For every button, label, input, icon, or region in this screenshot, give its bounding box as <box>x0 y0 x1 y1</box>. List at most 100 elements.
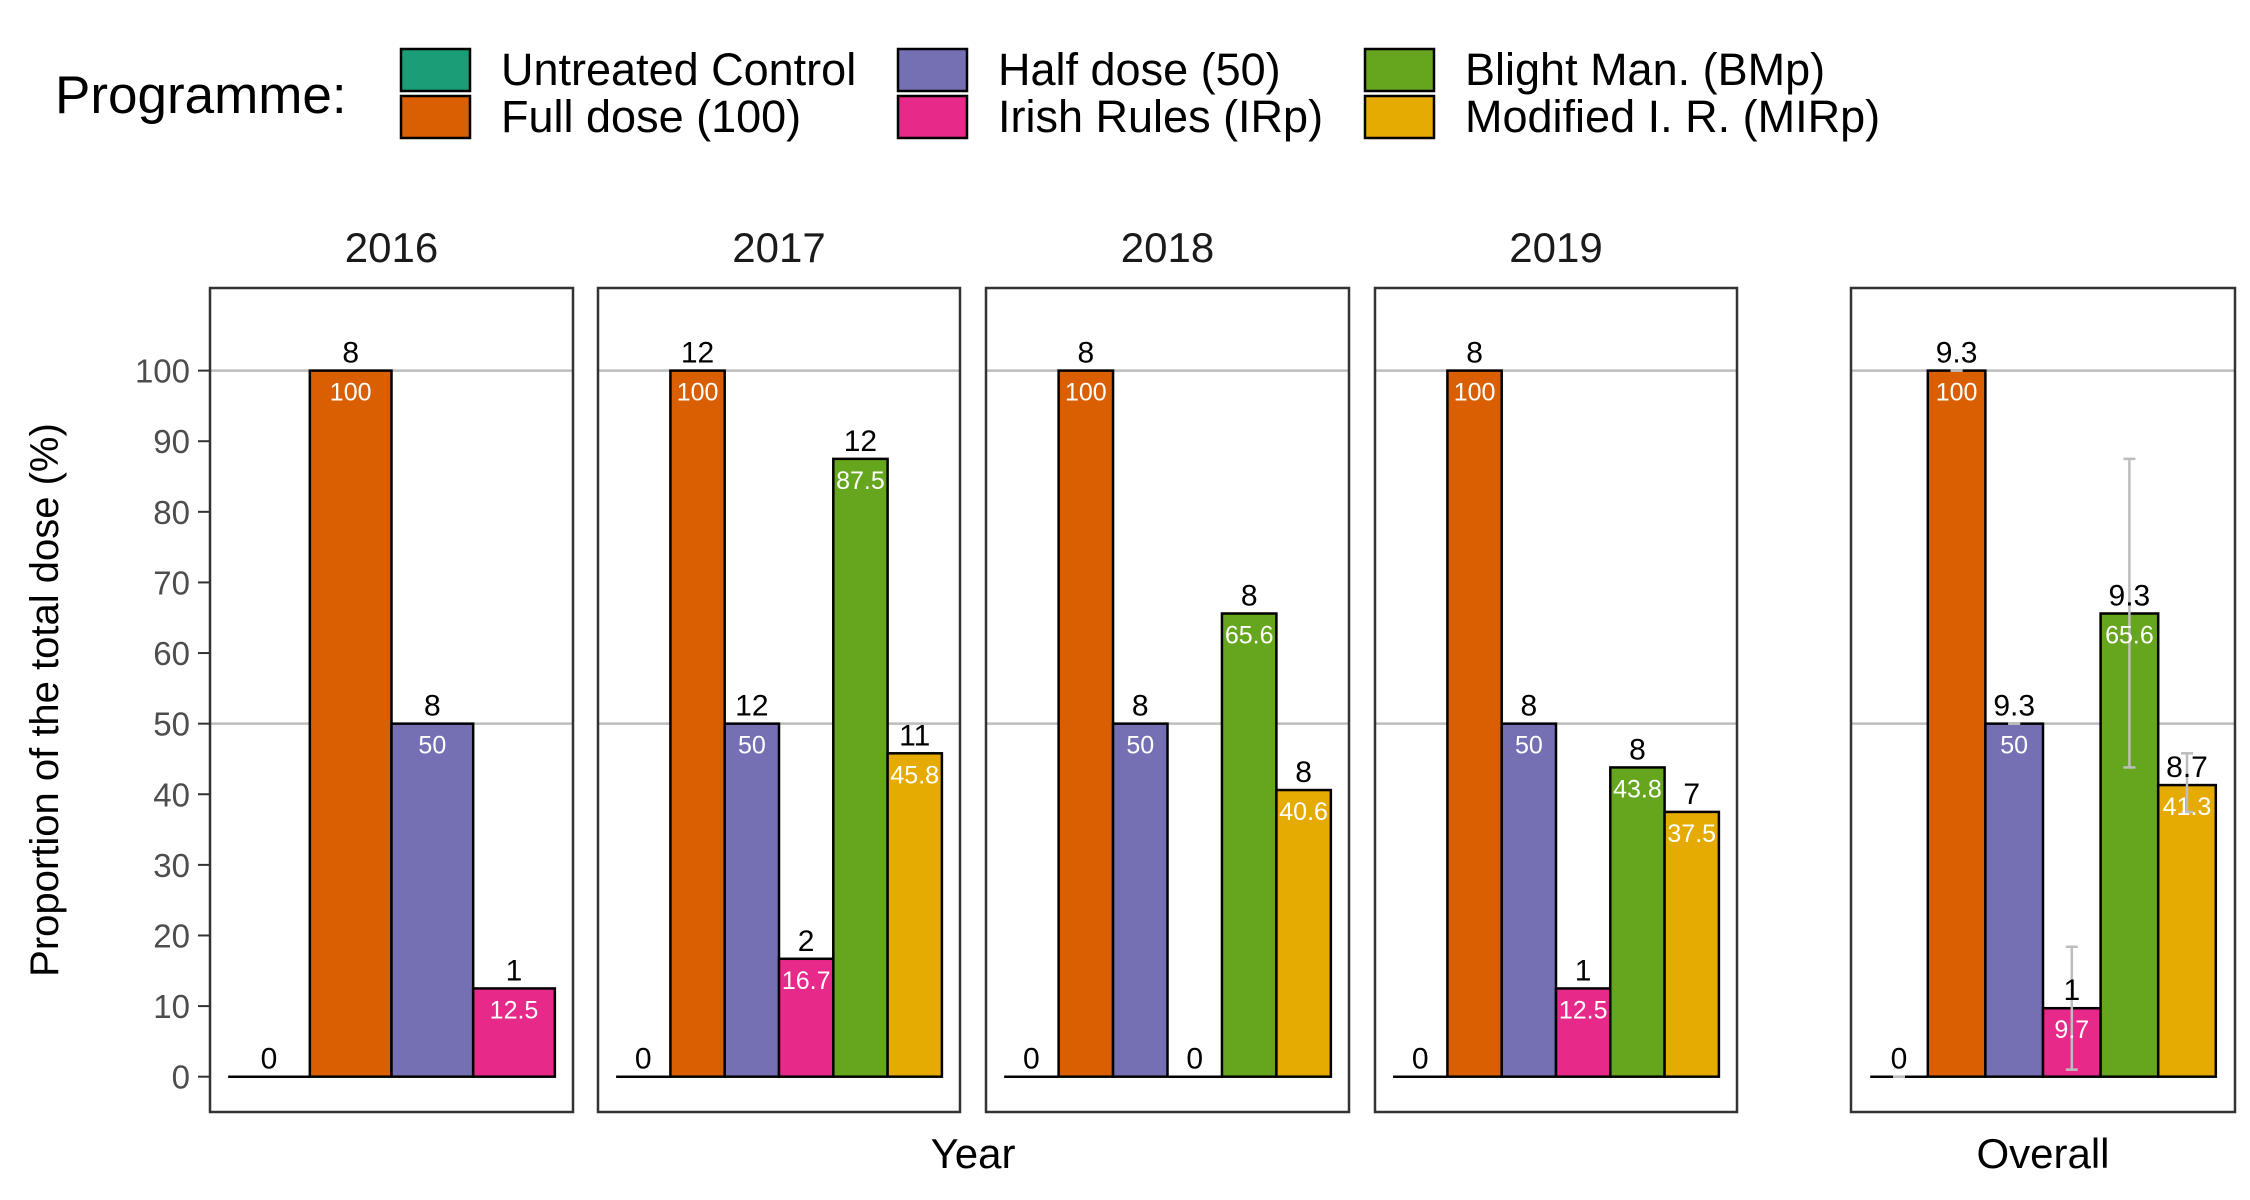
bar-value-label: 87.5 <box>836 467 885 495</box>
bar-value-label: 9.7 <box>2054 1016 2089 1044</box>
bar-count-label: 2 <box>798 925 815 958</box>
bar-value-label: 50 <box>1515 732 1543 760</box>
panel-title: 2018 <box>1121 224 1214 271</box>
bar-2-2 <box>1111 722 1169 1078</box>
bar-4-1 <box>1926 369 1987 1078</box>
bar-value-label: 12.5 <box>1559 996 1608 1024</box>
bar-value-label: 100 <box>1065 379 1107 407</box>
bar-value-label: 50 <box>2000 732 2028 760</box>
bar-count-label: 9.3 <box>1936 337 1978 370</box>
bar-count-label: 11 <box>899 719 930 752</box>
bar-count-label: 8 <box>1132 690 1149 723</box>
bar-count-label: 0 <box>261 1043 278 1076</box>
bar-count-label: 12 <box>735 690 768 723</box>
panel-title: 2016 <box>345 224 438 271</box>
legend-label-4: Blight Man. (BMp) <box>1465 44 1825 95</box>
bar-count-label: 8 <box>1295 756 1312 789</box>
panel-border-3 <box>1373 286 1739 1114</box>
bar-1-4 <box>832 457 889 1078</box>
y-tick-label: 90 <box>153 423 190 460</box>
bar-value-label: 100 <box>1936 379 1978 407</box>
bar-value-label: 50 <box>1126 732 1154 760</box>
bar-3-2 <box>1500 722 1558 1078</box>
bar-1-3 <box>777 957 835 1078</box>
legend-label-5: Modified I. R. (MIRp) <box>1465 91 1880 142</box>
bar-count-label: 8 <box>1629 733 1646 766</box>
bar-count-label: 1 <box>506 954 523 987</box>
bar-4-5 <box>2156 783 2218 1078</box>
y-tick-label: 70 <box>153 564 190 601</box>
y-tick-label: 80 <box>153 494 190 531</box>
bar-value-label: 12.5 <box>490 996 539 1024</box>
legend-key-4 <box>1363 47 1436 93</box>
bar-count-label: 8 <box>342 337 359 370</box>
bar-3-3 <box>1554 987 1612 1078</box>
bar-4-2 <box>1984 722 2045 1078</box>
x-axis-title: Year <box>931 1130 1016 1177</box>
bar-value-label: 16.7 <box>782 967 831 995</box>
bar-count-label: 12 <box>844 425 877 458</box>
bar-count-label: 9.3 <box>1993 690 2035 723</box>
bar-count-label: 8.7 <box>2166 751 2208 784</box>
bar-1-5 <box>886 752 944 1078</box>
bar-count-label: 0 <box>1412 1043 1429 1076</box>
legend-key-2 <box>896 47 969 93</box>
bar-2-4 <box>1220 612 1278 1078</box>
bar-count-label: 8 <box>1241 580 1258 613</box>
bar-count-label: 1 <box>1575 954 1592 987</box>
y-tick-label: 0 <box>172 1059 190 1096</box>
bar-count-label: 8 <box>1466 337 1483 370</box>
bar-1-2 <box>723 722 781 1078</box>
bar-value-label: 100 <box>1454 379 1496 407</box>
legend-label-3: Irish Rules (IRp) <box>998 91 1323 142</box>
bar-count-label: 1 <box>2063 974 2080 1007</box>
bar-value-label: 43.8 <box>1613 775 1662 803</box>
bar-2-1 <box>1057 369 1115 1078</box>
bar-value-label: 65.6 <box>2105 622 2154 650</box>
bar-value-label: 50 <box>738 732 766 760</box>
bar-count-label: 0 <box>1891 1043 1908 1076</box>
panel-border-2 <box>984 286 1351 1114</box>
y-axis-title: Proportion of the total dose (%) <box>23 423 67 977</box>
legend-key-3 <box>896 94 969 140</box>
bar-2-5 <box>1275 788 1333 1078</box>
bar-value-label: 37.5 <box>1667 820 1716 848</box>
panel-border-4 <box>1849 286 2237 1114</box>
bar-0-3 <box>471 987 557 1078</box>
legend-title: Programme: <box>55 66 347 125</box>
y-tick-label: 60 <box>153 635 190 672</box>
panel-title: 2019 <box>1509 224 1602 271</box>
y-tick-label: 100 <box>135 353 190 390</box>
bar-count-label: 0 <box>1186 1043 1203 1076</box>
bar-3-1 <box>1446 369 1503 1078</box>
bar-count-label: 0 <box>1023 1043 1040 1076</box>
bar-value-label: 100 <box>677 379 719 407</box>
y-tick-label: 40 <box>153 776 190 813</box>
legend-key-1 <box>399 94 472 140</box>
y-tick-label: 50 <box>153 706 190 743</box>
bar-count-label: 8 <box>1077 337 1094 370</box>
legend-label-0: Untreated Control <box>501 44 856 95</box>
bar-count-label: 7 <box>1683 778 1700 811</box>
y-tick-label: 10 <box>153 988 190 1025</box>
panel-border-0 <box>208 286 575 1114</box>
bar-value-label: 100 <box>330 379 372 407</box>
bar-3-4 <box>1609 766 1666 1078</box>
bar-3-5 <box>1663 810 1721 1078</box>
legend-label-1: Full dose (100) <box>501 91 801 142</box>
panel-border-1 <box>596 286 962 1114</box>
legend-label-2: Half dose (50) <box>998 44 1281 95</box>
bar-value-label: 41.3 <box>2163 793 2212 821</box>
bar-count-label: 9.3 <box>2109 580 2151 613</box>
bar-value-label: 45.8 <box>890 761 939 789</box>
legend-key-0 <box>399 47 472 93</box>
bar-0-2 <box>390 722 475 1078</box>
bar-count-label: 8 <box>424 690 441 723</box>
bar-count-label: 8 <box>1521 690 1538 723</box>
x-axis-title-overall: Overall <box>1976 1130 2109 1177</box>
bar-value-label: 40.6 <box>1279 798 1328 826</box>
legend-key-5 <box>1363 94 1436 140</box>
bar-0-1 <box>308 369 393 1078</box>
bar-count-label: 12 <box>681 337 714 370</box>
